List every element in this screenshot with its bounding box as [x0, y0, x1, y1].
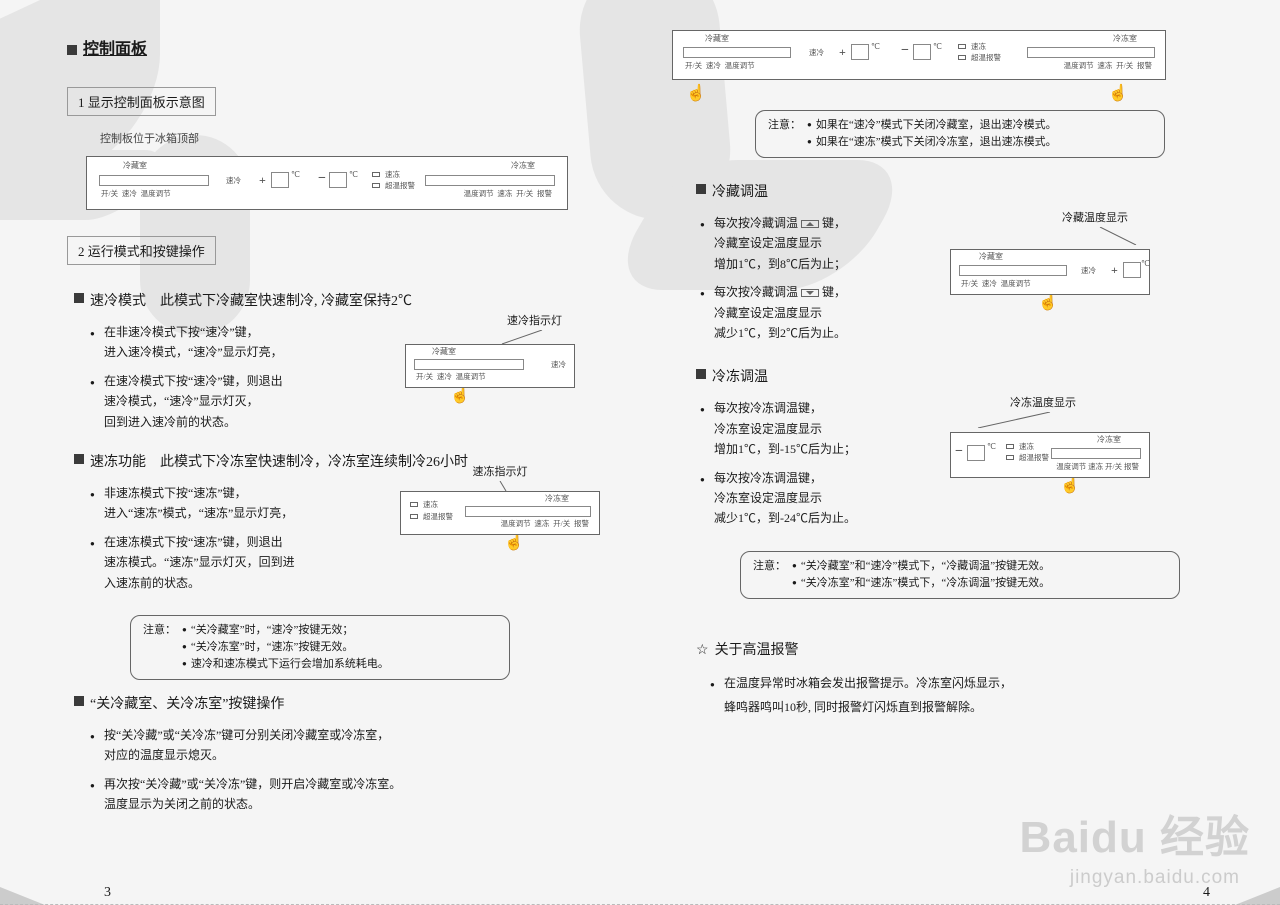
- list-item: 每次按冷藏调温 键，冷藏室设定温度显示增加1℃，到8℃后为止；: [714, 213, 934, 274]
- alarm-list: 在温度异常时冰箱会发出报警提示。冷冻室闪烁显示，蜂鸣器鸣叫10秒, 同时报警灯闪…: [724, 673, 1258, 718]
- list-item: 每次按冷藏调温 键，冷藏室设定温度显示减少1℃，到2℃后为止。: [714, 282, 934, 343]
- hand-pointer-icon: ☝: [450, 388, 470, 404]
- list-item: 每次按冷冻调温键， 冷冻室设定温度显示 减少1℃，到-24℃后为止。: [714, 468, 934, 529]
- quick-freeze-list: 非速冻模式下按“速冻”键， 进入“速冻”模式，“速冻”显示灯亮， 在速冻模式下按…: [104, 483, 384, 601]
- section-box-2: 2 运行模式和按键操作: [67, 236, 216, 265]
- page-title: 控制面板: [67, 35, 618, 59]
- section-box-1: 1 显示控制面板示意图: [67, 87, 216, 116]
- list-item: 在温度异常时冰箱会发出报警提示。冷冻室闪烁显示，蜂鸣器鸣叫10秒, 同时报警灯闪…: [724, 673, 1258, 718]
- fridge-label: 冷藏室: [123, 162, 147, 170]
- hand-pointers: ☝ ☝: [672, 86, 1166, 106]
- square-icon: [67, 45, 77, 55]
- watermark: Baidu 经验: [1020, 801, 1250, 865]
- fridge-temp-list: 每次按冷藏调温 键，冷藏室设定温度显示增加1℃，到8℃后为止； 每次按冷藏调温 …: [714, 213, 934, 351]
- off-list: 按“关冷藏”或“关冷冻”键可分别关闭冷藏室或冷冻室， 对应的温度显示熄灭。 再次…: [104, 725, 618, 815]
- list-item: 在非速冷模式下按“速冷”键， 进入速冷模式，“速冷”显示灯亮，: [104, 322, 386, 363]
- note-box-top: 注意：●如果在“速冷”模式下关闭冷藏室，退出速冷模式。 注意：●如果在“速冻”模…: [755, 110, 1165, 158]
- freezer-temp-diagram: 冷冻温度显示 冷冻室 − ℃ 速冻 超温报警 温度调节 速冻 开/关 报警 ☝: [950, 394, 1150, 494]
- hand-pointer-icon: ☝: [1108, 86, 1128, 102]
- hand-pointer-icon: ☝: [1038, 295, 1058, 311]
- location-note: 控制板位于冰箱顶部: [100, 130, 618, 146]
- fridge-temp-heading: 冷藏调温: [696, 182, 1258, 203]
- corner-decoration: [0, 887, 45, 905]
- freezer-label: 冷冻室: [511, 162, 535, 170]
- callout-label: 速冻指示灯: [400, 463, 600, 479]
- quick-cool-list: 在非速冷模式下按“速冷”键， 进入速冷模式，“速冷”显示灯亮， 在速冷模式下按“…: [104, 322, 386, 440]
- list-item: 再次按“关冷藏”或“关冷冻”键，则开启冷藏室或冷冻室。 温度显示为关闭之前的状态…: [104, 774, 618, 815]
- hand-pointer-icon: ☝: [686, 86, 706, 102]
- fridge-temp-diagram: 冷藏温度显示 冷藏室 速冷 + ℃ 开/关 速冷 温度调节 ☝: [950, 209, 1150, 311]
- list-item: 每次按冷冻调温键， 冷冻室设定温度显示 增加1℃，到-15℃后为止；: [714, 398, 934, 459]
- note-box-1: 注意：●“关冷藏室”时，“速冷”按键无效； 注意：●“关冷冻室”时，“速冻”按键…: [130, 615, 510, 680]
- note-box-2: 注意：●“关冷藏室”和“速冷”模式下，“冷藏调温”按键无效。 注意：●“关冷冻室…: [740, 551, 1180, 599]
- quick-cool-heading: 速冷模式 此模式下冷藏室快速制冷, 冷藏室保持2℃: [74, 291, 618, 312]
- star-icon: ☆: [696, 643, 709, 658]
- quick-cool-diagram: 速冷指示灯 冷藏室 速冷 开/关 速冷 温度调节 ☝: [402, 312, 578, 404]
- corner-decoration: [1235, 887, 1280, 905]
- list-item: 在速冷模式下按“速冷”键，则退出 速冷模式，“速冷”显示灯灭， 回到进入速冷前的…: [104, 371, 386, 432]
- off-heading: “关冷藏室、关冷冻室”按键操作: [74, 694, 618, 715]
- control-panel-diagram: 冷藏室 冷冻室 速冷 + ℃ − ℃ 速冻 超温报警 开/关 速冷 温度调节 温…: [86, 156, 568, 210]
- list-item: 非速冻模式下按“速冻”键， 进入“速冻”模式，“速冻”显示灯亮，: [104, 483, 384, 524]
- quick-freeze-diagram: 速冻指示灯 冷冻室 速冻 超温报警 温度调节 速冻 开/关 报警 ☝: [400, 463, 600, 551]
- page-right: 冷藏室 冷冻室 速冷 + ℃ − ℃ 速冻 超温报警 开/关 速冷 温度调节 温…: [640, 0, 1280, 905]
- alarm-heading: ☆关于高温报警: [696, 639, 1258, 659]
- freezer-temp-list: 每次按冷冻调温键， 冷冻室设定温度显示 增加1℃，到-15℃后为止； 每次按冷冻…: [714, 398, 934, 536]
- list-item: 在速冻模式下按“速冻”键，则退出 速冻模式。“速冻”显示灯灭，回到进 入速冻前的…: [104, 532, 384, 593]
- callout-label: 冷藏温度显示: [950, 209, 1150, 225]
- watermark-url: jingyan.baidu.com: [1070, 867, 1240, 889]
- freezer-temp-heading: 冷冻调温: [696, 367, 1258, 388]
- page-left: 控制面板 1 显示控制面板示意图 控制板位于冰箱顶部 冷藏室 冷冻室 速冷 + …: [0, 0, 640, 905]
- hand-pointer-icon: ☝: [1060, 478, 1080, 494]
- control-panel-diagram-top: 冷藏室 冷冻室 速冷 + ℃ − ℃ 速冻 超温报警 开/关 速冷 温度调节 温…: [672, 30, 1166, 80]
- list-item: 按“关冷藏”或“关冷冻”键可分别关闭冷藏室或冷冻室， 对应的温度显示熄灭。: [104, 725, 618, 766]
- callout-label: 冷冻温度显示: [950, 394, 1150, 410]
- page-number: 3: [104, 885, 111, 901]
- callout-label: 速冷指示灯: [402, 312, 578, 328]
- hand-pointer-icon: ☝: [504, 535, 524, 551]
